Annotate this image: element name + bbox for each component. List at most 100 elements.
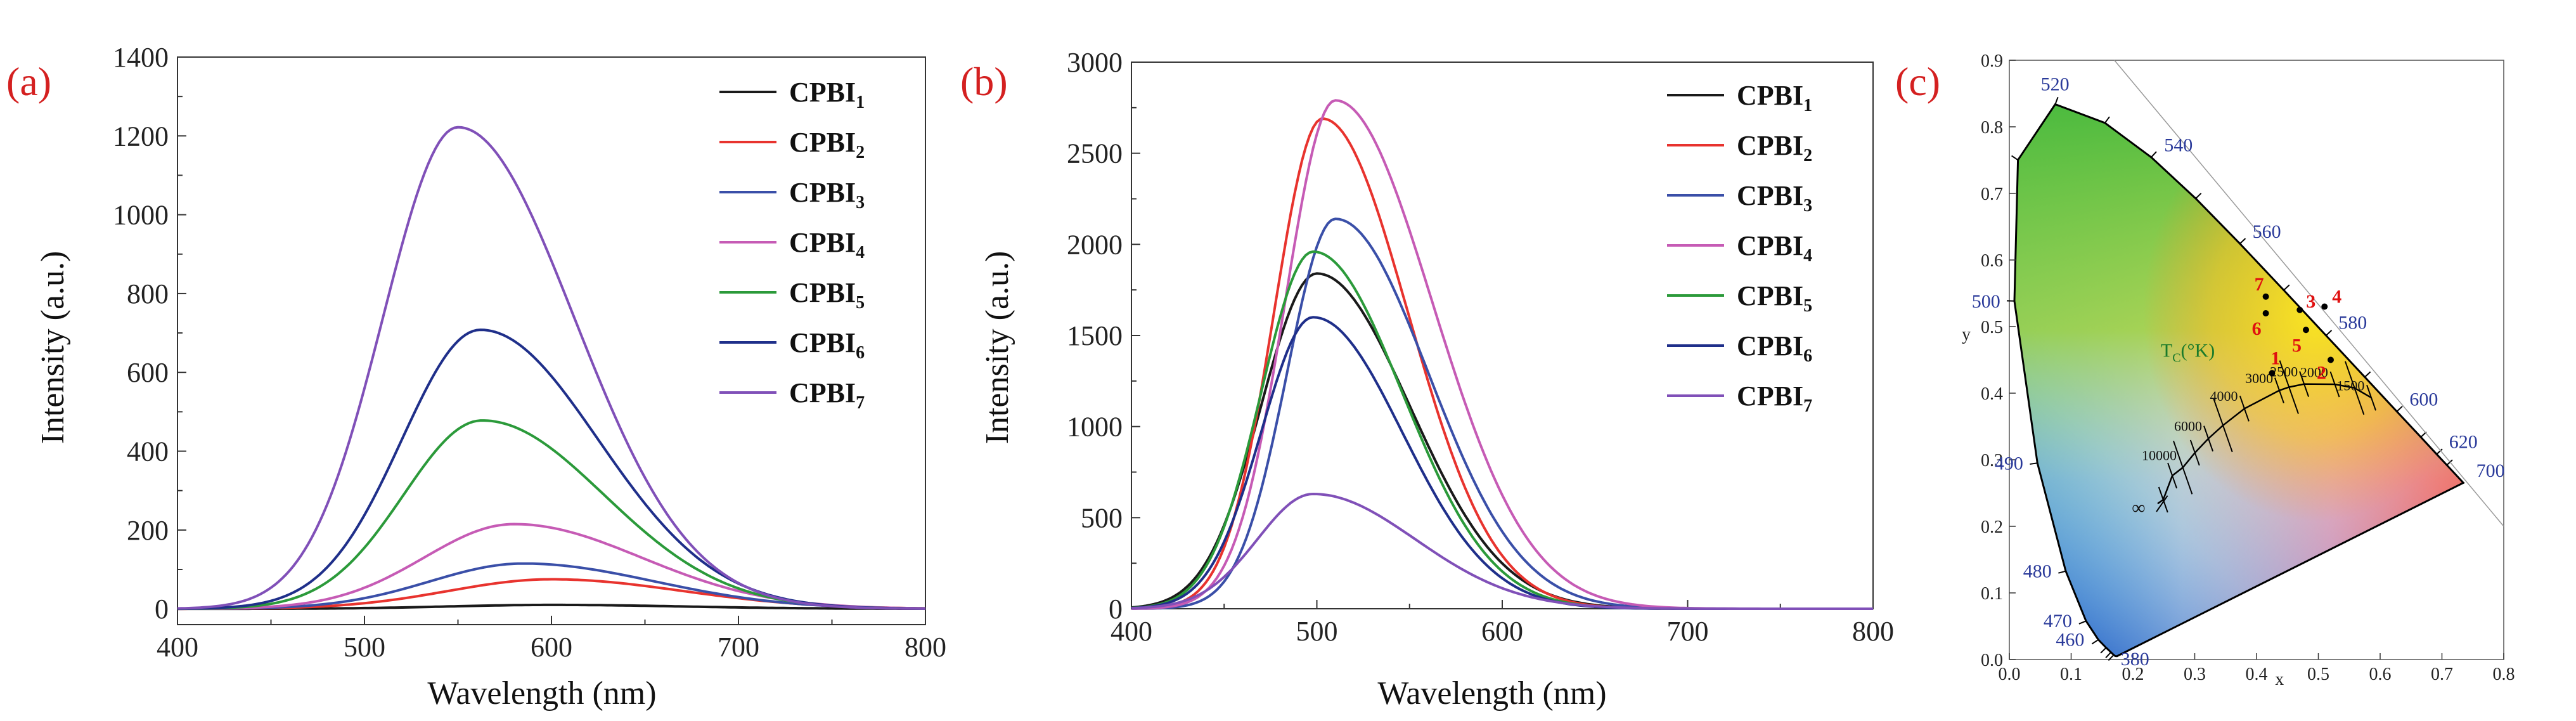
planckian-label-subscript: C (2172, 351, 2180, 365)
series-line-cpbi1 (177, 603, 925, 611)
y-tick-label: 0.9 (1981, 51, 2003, 71)
legend-subscript: 4 (856, 243, 865, 263)
x-axis-title-c: x (2275, 670, 2284, 689)
x-tick-label: 0.1 (2060, 665, 2082, 684)
series-line-cpbi7 (177, 126, 925, 610)
legend-label: CPBI2 (1737, 130, 1812, 166)
isotemperature-line (2239, 396, 2250, 422)
legend-name: CPBI (789, 177, 856, 208)
y-tick-label: 800 (127, 278, 169, 309)
y-tick-label: 0.2 (1981, 517, 2003, 537)
legend-name: CPBI (1737, 330, 1803, 361)
chart-c-cie: (c) 0.0 0.1 0.2 0.3 0.4 0.5 0.6 0.7 0.8 0.0 0.1 0.2… (1895, 51, 2515, 689)
series-line-cpbi3 (1131, 218, 1873, 610)
wavelength-label: 560 (2253, 221, 2281, 242)
y-tick-label: 1400 (113, 42, 169, 73)
sample-label: 7 (2255, 274, 2264, 295)
y-tick-label: 0.6 (1981, 251, 2003, 271)
legend-name: CPBI (1737, 130, 1803, 161)
legend-label: CPBI7 (789, 377, 865, 413)
cct-label: 6000 (2174, 418, 2202, 434)
y-tick-label: 1000 (113, 200, 169, 231)
sample-point-7 (2262, 293, 2269, 300)
x-tick-label: 0.3 (2184, 665, 2206, 684)
planckian-label: TC(°K) (2161, 340, 2215, 365)
legend-name: CPBI (1737, 80, 1803, 111)
locus-tick (2108, 654, 2115, 661)
wavelength-label: 480 (2023, 561, 2052, 581)
wavelength-label: 460 (2056, 630, 2084, 651)
cct-label: 2000 (2300, 364, 2328, 380)
x-tick-label: 0.2 (2122, 665, 2144, 684)
legend-subscript: 3 (1803, 196, 1812, 216)
legend-subscript: 1 (1803, 96, 1812, 115)
isotemperature-line (2274, 377, 2284, 404)
sample-point-2 (2328, 356, 2334, 363)
legend-subscript: 4 (1803, 246, 1812, 266)
y-tick-label: 0.1 (1981, 584, 2003, 604)
isotemperature-line (2366, 384, 2377, 411)
legend-subscript: 3 (856, 193, 865, 212)
wavelength-label: 470 (2044, 611, 2072, 632)
y-tick-label: 0 (155, 594, 169, 625)
locus-tick (2058, 570, 2066, 574)
wavelength-label: 490 (1995, 453, 2023, 474)
x-tick-label: 400 (1111, 616, 1152, 647)
x-tick-label: 0.7 (2431, 665, 2453, 684)
sample-point-6 (2262, 310, 2269, 316)
isotemperature-line (2299, 371, 2310, 397)
cct-label: 3000 (2245, 370, 2273, 386)
isotemperature-line (2279, 360, 2299, 414)
x-tick-label: 500 (1296, 616, 1338, 647)
x-tick-label: 800 (905, 632, 946, 663)
x-tick-label: 600 (1481, 616, 1523, 647)
x-tick-label: 0.5 (2307, 665, 2329, 684)
wavelength-label: 580 (2338, 313, 2367, 334)
locus-tick (2078, 620, 2087, 625)
y-tick-label: 0.3 (1981, 451, 2003, 471)
x-tick-label: 700 (718, 632, 759, 663)
panel-label-b: (b) (960, 59, 1008, 104)
locus-tick (2326, 330, 2333, 336)
isotemperature-line (2173, 440, 2193, 495)
isotemperature-line (2189, 439, 2200, 466)
planckian-locus (2157, 383, 2372, 505)
isotemperature-line (2167, 462, 2178, 489)
locus-tick (2436, 448, 2443, 455)
legend-label: CPBI5 (1737, 280, 1812, 316)
y-tick-label: 0 (1109, 594, 1123, 625)
legend-name: CPBI (789, 327, 856, 358)
locus-tick (2100, 647, 2107, 654)
locus-tick (2030, 462, 2038, 465)
y-axis-title-b: Intensity (a.u.) (979, 251, 1015, 445)
planckian-label-suffix: (°K) (2181, 340, 2215, 361)
legend-subscript: 7 (1803, 396, 1812, 416)
legend-name: CPBI (789, 377, 856, 408)
isotemperature-line (2158, 486, 2168, 513)
legend-subscript: 5 (856, 293, 865, 313)
sample-label: 5 (2292, 335, 2302, 356)
x-tick-label: 600 (531, 632, 572, 663)
sample-label: 2 (2317, 363, 2326, 384)
legend-name: CPBI (789, 277, 856, 308)
locus-tick (2396, 405, 2403, 412)
x-axis-title-b: Wavelength (nm) (1377, 675, 1606, 711)
legend-label: CPBI2 (789, 127, 865, 162)
sample-label: 3 (2306, 291, 2315, 312)
x-tick-label: 700 (1667, 616, 1709, 647)
sample-label: 4 (2332, 287, 2341, 308)
y-tick-label: 0.7 (1981, 185, 2003, 204)
diagonal-reference-line (2114, 60, 2504, 527)
y-tick-label: 1200 (113, 120, 169, 152)
y-tick-label: 2500 (1067, 138, 1123, 169)
panel-label-a: (a) (6, 59, 51, 104)
locus-tick (2104, 116, 2110, 124)
locus-tick (2446, 459, 2453, 466)
y-tick-label: 600 (127, 357, 169, 388)
y-tick-label: 1500 (1067, 320, 1123, 351)
legend-name: CPBI (1737, 280, 1803, 311)
sample-point-3 (2296, 306, 2303, 313)
sample-point-1 (2269, 370, 2276, 377)
wavelength-label: 500 (1972, 291, 2000, 312)
legend-label: CPBI7 (1737, 380, 1812, 416)
